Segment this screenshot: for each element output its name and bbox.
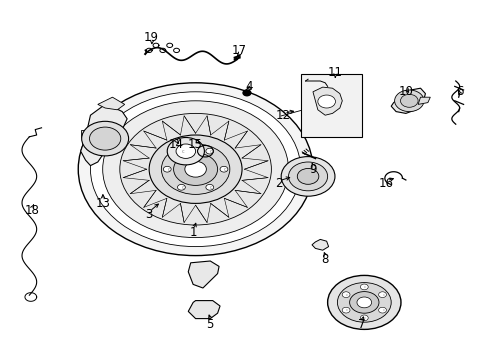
Circle shape xyxy=(149,135,242,203)
Polygon shape xyxy=(188,261,219,288)
Circle shape xyxy=(337,283,390,322)
Circle shape xyxy=(360,315,367,321)
Circle shape xyxy=(288,162,327,191)
Text: 10: 10 xyxy=(398,85,412,98)
Text: c: c xyxy=(345,308,347,312)
Polygon shape xyxy=(311,239,328,250)
Text: c: c xyxy=(364,316,366,320)
Polygon shape xyxy=(312,87,342,115)
Circle shape xyxy=(120,113,271,225)
Text: 15: 15 xyxy=(188,138,203,150)
Text: 6: 6 xyxy=(455,85,463,98)
Text: c: c xyxy=(364,285,366,289)
Polygon shape xyxy=(390,88,425,113)
Text: c: c xyxy=(209,149,212,154)
Circle shape xyxy=(327,275,400,329)
Circle shape xyxy=(173,153,217,185)
Circle shape xyxy=(78,83,312,256)
Circle shape xyxy=(81,121,128,156)
Text: 5: 5 xyxy=(206,318,214,330)
Text: 11: 11 xyxy=(327,66,342,78)
Circle shape xyxy=(163,166,171,172)
Text: 18: 18 xyxy=(24,204,39,217)
Circle shape xyxy=(205,184,213,190)
Circle shape xyxy=(400,94,417,107)
Text: c: c xyxy=(345,293,347,297)
Circle shape xyxy=(394,90,423,112)
Circle shape xyxy=(161,144,229,194)
Text: 9: 9 xyxy=(308,163,316,176)
Text: 7: 7 xyxy=(357,318,365,330)
Text: 12: 12 xyxy=(276,109,290,122)
Circle shape xyxy=(342,292,349,297)
Circle shape xyxy=(184,161,206,177)
Text: 8: 8 xyxy=(321,253,328,266)
Bar xyxy=(300,74,361,137)
Text: c: c xyxy=(181,149,184,154)
Circle shape xyxy=(167,138,204,165)
Text: 3: 3 xyxy=(145,208,153,221)
Text: 16: 16 xyxy=(378,177,393,190)
Text: c: c xyxy=(382,308,384,312)
Circle shape xyxy=(378,292,386,297)
Text: 13: 13 xyxy=(95,197,110,210)
Circle shape xyxy=(243,90,250,96)
Circle shape xyxy=(378,307,386,313)
Circle shape xyxy=(177,184,185,190)
Circle shape xyxy=(360,284,367,290)
Polygon shape xyxy=(417,97,429,104)
Text: 4: 4 xyxy=(245,80,253,93)
Circle shape xyxy=(177,148,185,154)
Text: c: c xyxy=(209,185,212,190)
Circle shape xyxy=(220,166,227,172)
Text: c: c xyxy=(167,167,170,172)
Polygon shape xyxy=(98,97,124,110)
Text: c: c xyxy=(382,293,384,297)
Circle shape xyxy=(297,168,318,184)
Text: 14: 14 xyxy=(168,138,183,150)
Polygon shape xyxy=(188,301,220,319)
Circle shape xyxy=(102,101,288,238)
Circle shape xyxy=(90,92,300,247)
Text: 2: 2 xyxy=(274,177,282,190)
Text: c: c xyxy=(181,185,184,190)
Text: 1: 1 xyxy=(189,226,197,239)
Circle shape xyxy=(176,144,195,158)
Circle shape xyxy=(89,127,121,150)
Text: c: c xyxy=(224,167,226,172)
Circle shape xyxy=(281,157,334,196)
Circle shape xyxy=(205,148,213,154)
Circle shape xyxy=(356,297,371,308)
Polygon shape xyxy=(81,130,90,137)
Text: 19: 19 xyxy=(144,31,159,44)
Polygon shape xyxy=(81,104,127,166)
Text: 17: 17 xyxy=(232,44,246,57)
Circle shape xyxy=(349,292,378,313)
Circle shape xyxy=(317,95,335,108)
Circle shape xyxy=(342,307,349,313)
